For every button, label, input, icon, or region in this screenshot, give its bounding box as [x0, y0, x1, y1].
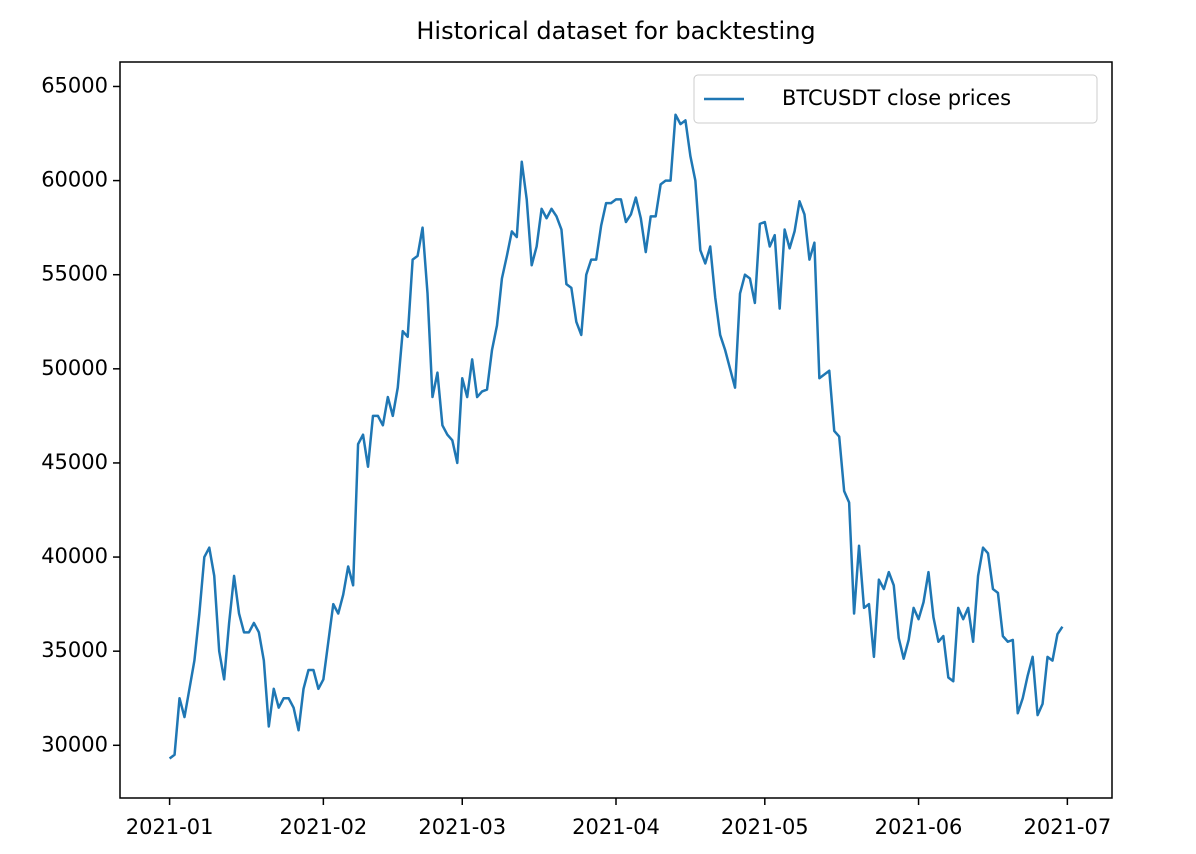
x-tick-label: 2021-01 [126, 815, 214, 839]
legend-label: BTCUSDT close prices [782, 86, 1011, 110]
x-tick-label: 2021-04 [572, 815, 660, 839]
y-tick-label: 45000 [41, 450, 108, 474]
y-tick-label: 60000 [41, 168, 108, 192]
legend-box [693, 74, 1098, 124]
y-tick-label: 30000 [41, 732, 108, 756]
price-line [168, 113, 1064, 760]
x-tick-label: 2021-03 [418, 815, 506, 839]
y-tick-label: 55000 [41, 262, 108, 286]
x-tick-label: 2021-05 [721, 815, 809, 839]
y-tick-label: 35000 [41, 638, 108, 662]
y-tick-label: 40000 [41, 544, 108, 568]
x-tick-label: 2021-02 [279, 815, 367, 839]
chart-title: Historical dataset for backtesting [416, 17, 815, 45]
x-tick-label: 2021-07 [1023, 815, 1111, 839]
y-tick-label: 65000 [41, 73, 108, 97]
y-tick-label: 50000 [41, 356, 108, 380]
x-tick-label: 2021-06 [875, 815, 963, 839]
